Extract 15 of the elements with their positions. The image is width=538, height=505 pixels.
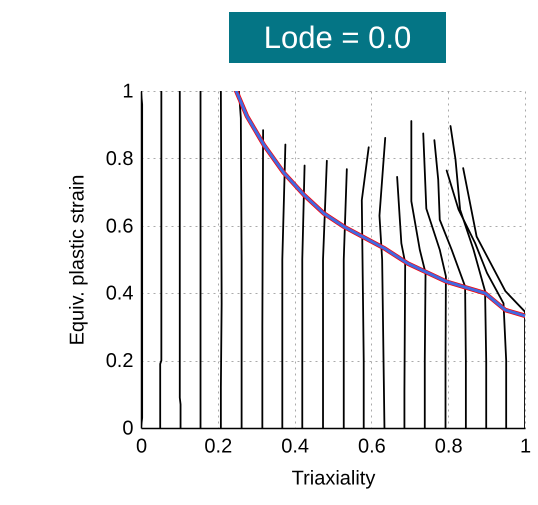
y-tick-label: 0 [122,418,134,440]
y-tick-label: 0.8 [106,148,134,170]
y-axis-title: Equiv. plastic strain [66,174,89,346]
x-tick-label: 0.2 [204,436,232,458]
y-tick-label: 0.2 [106,350,134,372]
x-axis-title: Triaxiality [292,468,376,490]
x-tick-label: 0.6 [358,436,386,458]
y-tick-label: 0.6 [106,215,134,238]
y-tick-label: 0.4 [106,282,134,305]
x-tick-label: 0.8 [434,436,463,458]
x-tick-label: 0 [136,436,148,458]
y-tick-label: 1 [122,80,134,102]
x-tick-label: 0.4 [281,436,310,458]
x-tick-label: 1 [520,436,532,458]
chart-title: Lode = 0.0 [229,12,446,63]
